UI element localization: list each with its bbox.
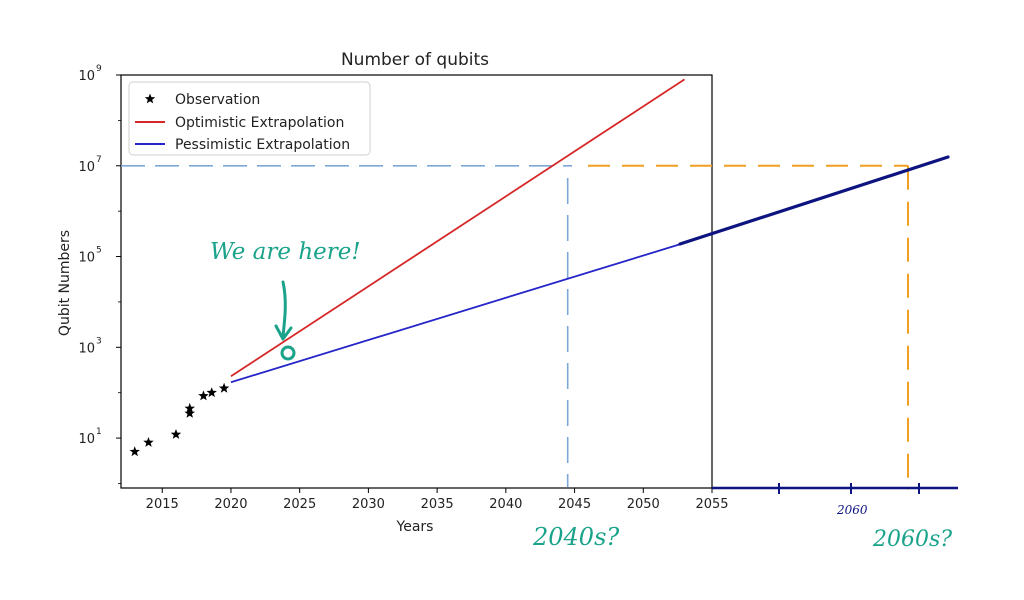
- legend-marker-observation: [144, 93, 156, 104]
- legend-label: Optimistic Extrapolation: [175, 115, 344, 131]
- x-tick-label: 2055: [695, 497, 728, 512]
- legend: Observation Optimistic Extrapolation Pessi…: [128, 81, 371, 156]
- hand-annotations: We are here! 2040s? 2060s? 2060: [210, 239, 952, 552]
- observation-point: [206, 387, 217, 398]
- annotation-circle-marker: [280, 345, 296, 361]
- plot-frame: [120, 74, 713, 489]
- x-tick-label: 2050: [627, 497, 660, 512]
- y-axis-label: Qubit Numbers: [57, 230, 73, 336]
- y-tick-label: 10: [78, 69, 95, 84]
- x-tick-label: 2035: [421, 497, 454, 512]
- extension-trend-line: [678, 155, 950, 246]
- x-tick-label: 2020: [214, 497, 247, 512]
- annotation-arrow: [274, 280, 293, 341]
- y-tick-exponent: 9: [96, 64, 102, 74]
- observation-point: [218, 382, 230, 393]
- y-tick-exponent: 1: [96, 427, 102, 437]
- we-are-here-annotation: We are here!: [210, 239, 361, 265]
- x-tick-label: 2030: [352, 497, 385, 512]
- legend-label: Pessimistic Extrapolation: [175, 137, 350, 153]
- label-2060: 2060: [836, 503, 868, 517]
- observation-point: [170, 429, 182, 439]
- y-tick-exponent: 3: [96, 336, 102, 346]
- y-tick-label: 10: [78, 432, 95, 447]
- y-tick-label: 10: [78, 160, 95, 175]
- x-tick-label: 2025: [283, 497, 316, 512]
- x-tick-label: 2045: [558, 497, 591, 512]
- chart-title: Number of qubits: [341, 50, 489, 70]
- x-axis-label: Years: [396, 519, 434, 535]
- series-line-pessimistic-extrapolation: [230, 242, 685, 384]
- x-tick-label: 2015: [146, 497, 179, 512]
- observation-point: [184, 402, 195, 413]
- y-tick-exponent: 5: [96, 246, 102, 256]
- y-tick-exponent: 7: [96, 155, 102, 165]
- series-line-optimistic-extrapolation: [230, 78, 686, 378]
- label-2060s: 2060s?: [872, 527, 952, 552]
- y-tick-label: 10: [78, 251, 95, 266]
- observation-point: [129, 446, 140, 457]
- observation-point: [184, 407, 195, 418]
- legend-box: [128, 81, 371, 156]
- y-tick-label: 10: [78, 341, 95, 356]
- legend-label: Observation: [175, 92, 260, 108]
- label-2040s: 2040s?: [532, 523, 619, 551]
- observation-point: [143, 437, 154, 447]
- observation-point: [198, 390, 209, 401]
- x-tick-label: 2040: [489, 497, 522, 512]
